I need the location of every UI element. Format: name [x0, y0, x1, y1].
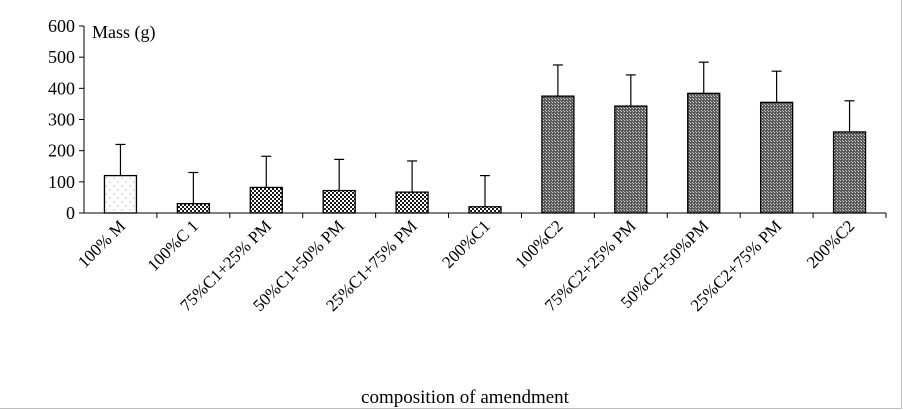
x-axis-title: composition of amendment [361, 387, 570, 408]
y-tick-label: 600 [48, 16, 75, 36]
bar [687, 92, 721, 214]
x-tick-label: 200%C1 [438, 216, 494, 272]
bar [249, 186, 283, 214]
bar [614, 105, 648, 214]
bar [103, 174, 138, 214]
y-tick-label: 400 [48, 78, 75, 98]
x-tick-label: 100% M [74, 216, 129, 271]
bars [103, 61, 887, 218]
y-tick-label: 100 [48, 172, 75, 192]
bar [176, 202, 211, 214]
x-tick-label: 100%C2 [511, 216, 567, 272]
x-tick-label: 100%C 1 [144, 216, 203, 275]
y-tick-label: 500 [48, 47, 75, 67]
bar [541, 95, 575, 214]
y-tick-label: 200 [48, 141, 75, 161]
y-axis-title: Mass (g) [92, 22, 156, 43]
y-tick-label: 300 [48, 110, 75, 130]
bar [759, 101, 794, 214]
bar [468, 206, 502, 214]
bar [395, 191, 429, 214]
bar [832, 131, 867, 214]
x-tick-label: 200%C2 [803, 216, 859, 272]
y-tick-label: 0 [66, 203, 75, 223]
bar [322, 189, 356, 214]
